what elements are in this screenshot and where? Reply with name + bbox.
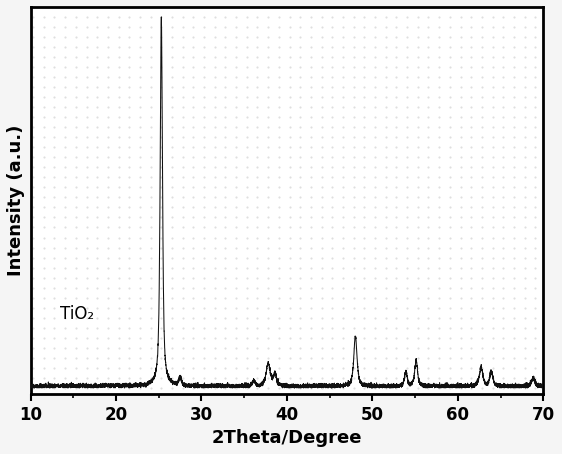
Text: TiO₂: TiO₂: [61, 305, 94, 323]
X-axis label: 2Theta/Degree: 2Theta/Degree: [212, 429, 362, 447]
Y-axis label: Intensity (a.u.): Intensity (a.u.): [7, 125, 25, 276]
